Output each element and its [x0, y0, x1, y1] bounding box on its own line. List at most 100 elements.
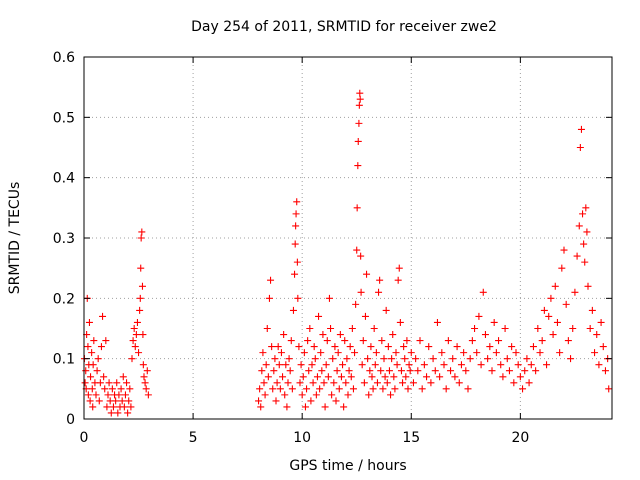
data-points — [80, 89, 613, 417]
data-point — [294, 294, 302, 302]
data-point — [444, 337, 452, 345]
data-point — [471, 325, 479, 332]
data-point — [375, 288, 383, 296]
data-point — [356, 95, 364, 103]
data-point — [95, 397, 103, 405]
data-point — [399, 379, 407, 387]
data-point — [569, 325, 577, 332]
data-point — [393, 361, 401, 369]
data-point — [261, 391, 269, 399]
data-point — [370, 325, 378, 332]
data-point — [436, 373, 444, 381]
data-point — [263, 325, 271, 332]
data-point — [377, 367, 385, 375]
data-point — [123, 379, 131, 387]
data-point — [357, 252, 365, 260]
data-point — [291, 270, 299, 278]
data-point — [257, 403, 265, 411]
data-point — [359, 337, 367, 345]
data-point — [315, 312, 323, 320]
data-point — [416, 337, 424, 345]
data-point — [599, 343, 607, 351]
data-point — [479, 288, 487, 296]
data-point — [538, 337, 546, 345]
x-tick-label: 10 — [293, 430, 311, 446]
data-point — [431, 367, 439, 375]
data-point — [527, 361, 535, 369]
data-point — [100, 373, 108, 381]
data-point — [85, 318, 93, 326]
y-tick-labels: 0 0.1 0.2 0.3 0.4 0.5 0.6 — [53, 50, 75, 428]
data-point — [82, 367, 90, 375]
data-point — [136, 294, 144, 302]
data-point — [543, 361, 551, 369]
data-point — [376, 276, 384, 284]
data-point — [318, 367, 326, 375]
data-point — [372, 349, 380, 357]
x-tick-label: 15 — [402, 430, 420, 446]
x-axis-label: GPS time / hours — [289, 458, 406, 474]
data-point — [312, 391, 320, 399]
data-point — [328, 391, 336, 399]
data-point — [102, 337, 110, 345]
data-point — [135, 349, 143, 357]
data-point — [347, 373, 355, 381]
data-point — [336, 331, 344, 339]
data-point — [306, 325, 314, 332]
y-tick-label: 0.6 — [53, 50, 75, 66]
data-point — [327, 325, 335, 332]
data-point — [281, 391, 289, 399]
data-point — [516, 373, 524, 381]
data-point — [354, 137, 362, 145]
data-point — [265, 294, 273, 302]
data-point — [343, 355, 351, 363]
data-point — [395, 264, 403, 272]
data-point — [562, 300, 570, 308]
data-point — [262, 361, 270, 369]
data-point — [286, 367, 294, 375]
data-point — [140, 373, 148, 381]
data-point — [259, 349, 267, 357]
data-point — [355, 101, 363, 109]
data-point — [309, 379, 317, 387]
data-point — [126, 385, 134, 393]
data-point — [337, 373, 345, 381]
data-point — [299, 373, 307, 381]
data-point — [403, 337, 411, 345]
data-point — [320, 379, 328, 387]
data-point — [275, 361, 283, 369]
data-point — [270, 367, 278, 375]
data-point — [308, 361, 316, 369]
data-point — [453, 343, 461, 351]
data-point — [267, 276, 275, 284]
data-point — [92, 391, 100, 399]
x-tick-labels: 0 5 10 15 20 — [80, 430, 530, 446]
data-point — [495, 337, 503, 345]
data-point — [90, 337, 98, 345]
data-point — [340, 403, 348, 411]
data-point — [564, 337, 572, 345]
data-point — [277, 349, 285, 357]
data-point — [380, 355, 388, 363]
data-point — [412, 355, 420, 363]
data-point — [501, 325, 509, 332]
data-point — [352, 300, 360, 308]
data-point — [405, 361, 413, 369]
data-point — [582, 204, 590, 212]
data-point — [484, 355, 492, 363]
data-point — [468, 337, 476, 345]
data-point — [313, 373, 321, 381]
data-point — [348, 325, 356, 332]
data-point — [523, 355, 531, 363]
data-point — [279, 373, 287, 381]
data-point — [505, 367, 513, 375]
data-point — [137, 264, 145, 272]
data-point — [317, 349, 325, 357]
data-point — [577, 125, 585, 133]
data-point — [420, 361, 428, 369]
data-point — [93, 367, 101, 375]
data-point — [392, 349, 400, 357]
data-point — [323, 337, 331, 345]
data-point — [84, 343, 92, 351]
